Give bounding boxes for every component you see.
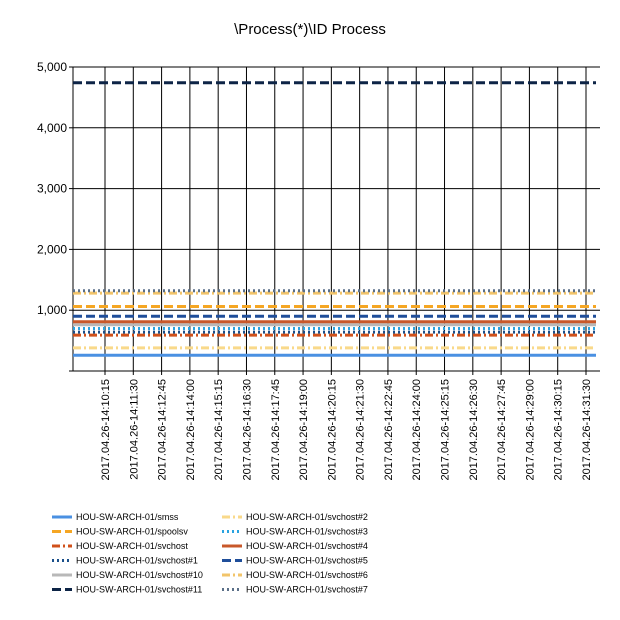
x-tick-label: 2017.04.26-14:16:30 <box>241 379 253 481</box>
series-lines <box>73 81 596 357</box>
x-tick-label: 2017.04.26-14:25:15 <box>440 379 452 481</box>
legend-item: HOU-SW-ARCH-01/svchost#4 <box>222 541 368 551</box>
y-tick-label: 5,000 <box>37 60 67 74</box>
legend-item: HOU-SW-ARCH-01/svchost#11 <box>52 585 202 595</box>
x-tick-label: 2017.04.26-14:29:00 <box>524 379 536 481</box>
x-tick-label: 2017.04.26-14:22:45 <box>383 379 395 481</box>
legend-item: HOU-SW-ARCH-01/spoolsv <box>52 527 188 537</box>
legend-item: HOU-SW-ARCH-01/svchost#7 <box>222 585 368 595</box>
legend-label: HOU-SW-ARCH-01/svchost <box>76 541 188 551</box>
x-tick-label: 2017.04.26-14:30:15 <box>553 379 565 481</box>
x-tick-label: 2017.04.26-14:14:00 <box>185 379 197 481</box>
legend-label: HOU-SW-ARCH-01/svchost#2 <box>246 512 368 522</box>
y-tick-label: 4,000 <box>37 121 67 135</box>
legend-item: HOU-SW-ARCH-01/svchost#2 <box>222 512 368 522</box>
legend-item: HOU-SW-ARCH-01/svchost#6 <box>222 570 368 580</box>
x-tick-labels: 2017.04.26-14:10:15 2017.04.26-14:11:30 20… <box>100 379 593 481</box>
x-tick-label: 2017.04.26-14:21:30 <box>355 379 367 481</box>
x-tick-label: 2017.04.26-14:11:30 <box>128 379 140 480</box>
x-tick-label: 2017.04.26-14:26:30 <box>468 379 480 481</box>
legend-label: HOU-SW-ARCH-01/svchost#11 <box>76 585 202 595</box>
legend-label: HOU-SW-ARCH-01/svchost#6 <box>246 570 368 580</box>
chart-title: \Process(*)\ID Process <box>234 21 386 38</box>
x-tick-label: 2017.04.26-14:15:15 <box>213 379 225 481</box>
legend-label: HOU-SW-ARCH-01/svchost#10 <box>76 570 203 580</box>
legend-label: HOU-SW-ARCH-01/svchost#5 <box>246 556 368 566</box>
legend-item: HOU-SW-ARCH-01/svchost#10 <box>52 570 203 580</box>
x-tick-label: 2017.04.26-14:27:45 <box>496 379 508 481</box>
y-tick-label: 1,000 <box>37 303 67 317</box>
legend-label: HOU-SW-ARCH-01/svchost#4 <box>246 541 368 551</box>
x-tick-label: 2017.04.26-14:17:45 <box>270 379 282 481</box>
y-tick-label: 3,000 <box>37 182 67 196</box>
x-tick-label: 2017.04.26-14:24:00 <box>411 379 423 481</box>
legend-item: HOU-SW-ARCH-01/svchost#1 <box>52 556 198 566</box>
x-tick-label: 2017.04.26-14:19:00 <box>298 379 310 481</box>
legend-item: HOU-SW-ARCH-01/smss <box>52 512 179 522</box>
legend-label: HOU-SW-ARCH-01/spoolsv <box>76 527 188 537</box>
legend-item: HOU-SW-ARCH-01/svchost#5 <box>222 556 368 566</box>
x-tick-label: 2017.04.26-14:31:30 <box>581 379 593 481</box>
x-tick-label: 2017.04.26-14:12:45 <box>157 379 169 481</box>
legend-label: HOU-SW-ARCH-01/svchost#7 <box>246 585 368 595</box>
y-tick-labels: 1,000 2,000 3,000 4,000 5,000 <box>37 60 67 317</box>
x-tick-label: 2017.04.26-14:10:15 <box>100 379 112 481</box>
x-tick-label: 2017.04.26-14:20:15 <box>326 379 338 481</box>
y-tick-label: 2,000 <box>37 242 67 256</box>
legend: HOU-SW-ARCH-01/smss HOU-SW-ARCH-01/spools… <box>52 512 368 595</box>
legend-item: HOU-SW-ARCH-01/svchost#3 <box>222 527 368 537</box>
legend-label: HOU-SW-ARCH-01/svchost#1 <box>76 556 198 566</box>
legend-label: HOU-SW-ARCH-01/smss <box>76 512 179 522</box>
legend-label: HOU-SW-ARCH-01/svchost#3 <box>246 527 368 537</box>
legend-item: HOU-SW-ARCH-01/svchost <box>52 541 188 551</box>
